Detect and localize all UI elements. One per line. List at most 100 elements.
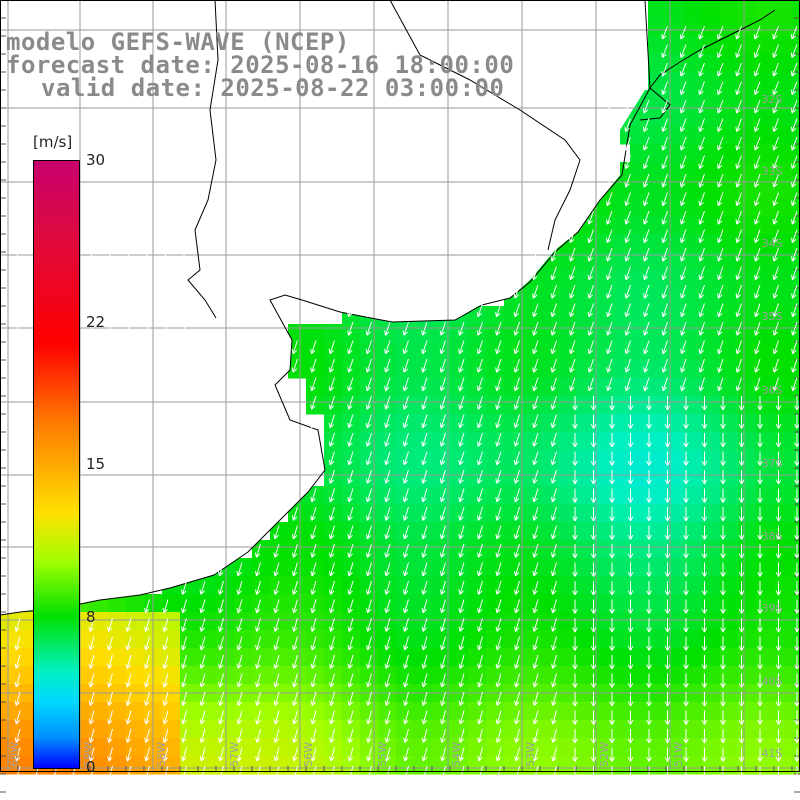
wind-arrow <box>273 636 280 651</box>
field-cell <box>774 90 793 109</box>
wind-arrow <box>754 247 761 262</box>
field-cell <box>396 738 415 757</box>
wind-arrow <box>14 710 21 725</box>
field-cell <box>792 216 800 235</box>
field-cell <box>450 720 469 739</box>
wind-arrow <box>683 599 689 614</box>
field-cell <box>792 702 800 721</box>
wind-arrow <box>646 470 652 485</box>
wind-arrow <box>291 358 298 373</box>
wind-arrow <box>162 728 169 743</box>
field-cell <box>666 198 685 217</box>
field-cell <box>288 522 307 541</box>
wind-arrow <box>551 747 557 762</box>
field-cell <box>738 558 757 577</box>
field-cell <box>720 252 739 271</box>
wind-arrow <box>236 599 243 614</box>
wind-arrow <box>310 747 317 762</box>
field-cell <box>792 720 800 739</box>
field-cell <box>162 594 181 613</box>
field-cell <box>702 720 721 739</box>
wind-arrow <box>775 710 782 725</box>
wind-arrow <box>572 692 578 707</box>
wind-arrow <box>643 321 650 336</box>
field-cell <box>414 630 433 649</box>
wind-arrow <box>162 636 169 651</box>
wind-arrow <box>550 303 557 318</box>
field-cell <box>450 576 469 595</box>
wind-arrow <box>646 729 652 744</box>
wind-arrow <box>680 229 687 244</box>
wind-arrow <box>664 451 671 466</box>
wind-arrow <box>495 673 502 688</box>
wind-arrow <box>757 396 763 411</box>
wind-arrow <box>661 321 668 336</box>
field-cell <box>0 648 19 667</box>
wind-arrow <box>664 396 671 411</box>
field-cell <box>468 504 487 523</box>
field-cell <box>792 162 800 181</box>
wind-arrow <box>590 507 597 522</box>
wind-arrow <box>513 525 520 540</box>
wind-arrow <box>477 654 483 669</box>
field-cell <box>792 738 800 757</box>
wind-arrow <box>775 655 782 670</box>
wind-arrow <box>384 451 391 466</box>
wind-arrow <box>347 303 354 318</box>
wind-arrow <box>772 173 779 188</box>
field-cell <box>342 630 361 649</box>
field-cell <box>774 144 793 163</box>
wind-arrow <box>477 728 483 743</box>
coastline-path <box>187 0 219 319</box>
wind-arrow <box>590 729 597 744</box>
wind-arrow <box>627 507 634 522</box>
field-cell <box>378 576 397 595</box>
field-cell <box>108 612 127 631</box>
wind-arrow <box>421 710 428 725</box>
wind-arrow <box>14 654 21 669</box>
wind-arrow <box>162 617 169 632</box>
wind-arrow <box>701 414 708 429</box>
wind-arrow <box>403 617 409 632</box>
wind-arrow <box>218 747 224 762</box>
wind-arrow <box>587 377 594 392</box>
wind-arrow <box>550 247 557 262</box>
field-cell <box>702 360 721 379</box>
wind-arrow <box>572 673 578 688</box>
wind-arrow <box>440 728 446 743</box>
field-cell <box>414 594 433 613</box>
wind-arrow <box>717 266 724 281</box>
field-cell <box>648 288 667 307</box>
wind-arrow <box>514 673 520 688</box>
field-cell <box>792 648 800 667</box>
field-cell <box>630 756 649 775</box>
wind-arrow <box>627 692 634 707</box>
wind-arrow <box>735 303 742 318</box>
wind-arrow <box>716 62 724 77</box>
field-cell <box>684 234 703 253</box>
field-cell <box>360 378 379 397</box>
wind-arrow <box>14 728 21 743</box>
field-cell <box>648 54 667 73</box>
wind-arrow <box>199 636 206 651</box>
wind-arrow <box>572 581 578 596</box>
wind-arrow <box>772 81 779 95</box>
wind-arrow <box>701 470 708 485</box>
field-cell <box>324 702 343 721</box>
wind-arrow <box>775 507 782 522</box>
wind-arrow <box>107 728 113 743</box>
coastline-path <box>389 0 581 251</box>
field-cell <box>738 36 757 55</box>
field-cell <box>720 36 739 55</box>
field-cell <box>666 306 685 325</box>
field-cell <box>198 720 217 739</box>
field-cell <box>504 450 523 469</box>
field-cell <box>792 414 800 433</box>
wind-arrow <box>273 654 280 669</box>
wind-arrow <box>162 747 169 762</box>
field-cell <box>126 756 145 775</box>
field-cell <box>666 522 685 541</box>
wind-arrow <box>754 303 761 318</box>
field-cell <box>378 558 397 577</box>
wind-arrow <box>291 562 298 577</box>
